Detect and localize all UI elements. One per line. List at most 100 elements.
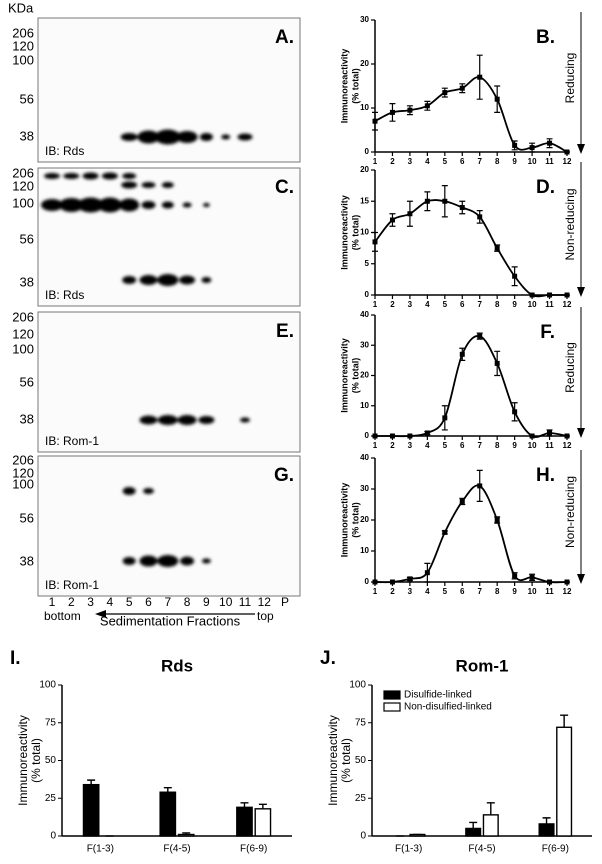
y-tick-label: 20	[360, 165, 369, 174]
panel-label: C.	[275, 177, 294, 198]
y-tick-label: 0	[360, 831, 366, 842]
band	[119, 198, 140, 212]
band	[182, 202, 192, 208]
arrow-head	[95, 610, 106, 618]
error-bar	[258, 803, 267, 809]
data-point	[529, 433, 535, 439]
bar	[254, 808, 272, 837]
band	[240, 417, 250, 423]
data-point	[494, 360, 500, 366]
ib-label: IB: Rds	[45, 288, 84, 302]
data-point	[564, 433, 570, 439]
data-point	[477, 214, 483, 220]
y-tick-label: 100	[349, 680, 366, 691]
bar	[409, 833, 426, 837]
y-axis-label: Immunoreactivity	[339, 338, 349, 413]
y-tick-label: 10	[360, 546, 369, 555]
y-tick-label: 30	[360, 484, 369, 493]
y-tick-label: 15	[360, 196, 369, 205]
band	[221, 134, 231, 140]
mw-label: 56	[20, 231, 34, 246]
lane-label: 10	[219, 595, 233, 609]
x-tick-label: 9	[512, 157, 517, 166]
legend-label: Non-disulfied-linked	[404, 702, 492, 713]
band	[177, 415, 197, 425]
panel-label: E.	[276, 321, 294, 342]
data-line	[375, 335, 568, 438]
y-tick-label: 75	[45, 717, 57, 728]
blot-bands	[122, 487, 211, 567]
band	[77, 197, 104, 213]
x-tick-label: F(1-3)	[87, 844, 114, 855]
lane-label: 9	[203, 595, 210, 609]
data-point	[372, 433, 378, 439]
mw-label: 38	[20, 274, 34, 289]
top-label: top	[257, 609, 274, 623]
band	[201, 277, 212, 283]
lane-label: 12	[258, 595, 272, 609]
data-point	[442, 90, 448, 96]
legend-label: Disulfide-linked	[404, 690, 472, 701]
band	[120, 133, 138, 141]
y-tick-label: 30	[360, 15, 369, 24]
band	[179, 275, 196, 285]
x-tick-label: 7	[478, 441, 483, 450]
data-point	[442, 198, 448, 204]
x-tick-label: 5	[443, 157, 448, 166]
x-tick-label: 2	[390, 157, 395, 166]
x-tick-label: 6	[460, 587, 465, 596]
mw-label: 100	[12, 195, 34, 210]
y-axis-label: (% total)	[350, 358, 360, 394]
blot-bands	[139, 415, 250, 425]
x-tick-label: 2	[390, 587, 395, 596]
x-tick-label: 1	[373, 441, 378, 450]
x-tick-label: 2	[390, 300, 395, 309]
band	[122, 557, 136, 565]
data-line	[374, 484, 568, 584]
condition-label: Reducing	[563, 342, 577, 393]
y-axis-label: (% total)	[350, 215, 360, 251]
data-line	[374, 199, 567, 298]
lane-label: 6	[145, 595, 152, 609]
y-tick-label: 50	[45, 755, 57, 766]
panel-label: G.	[274, 465, 294, 486]
data-point	[512, 273, 518, 279]
data-point	[389, 579, 395, 585]
legend-swatch	[383, 690, 401, 700]
data-point	[564, 149, 570, 155]
error-bar	[163, 786, 172, 793]
band	[141, 182, 156, 188]
panel-label: B.	[536, 27, 555, 48]
data-point	[459, 351, 465, 357]
data-point	[442, 415, 448, 421]
mw-label: 120	[12, 465, 34, 480]
x-tick-label: 2	[390, 441, 395, 450]
data-point	[372, 239, 378, 245]
band	[97, 197, 122, 213]
error-bar	[469, 821, 478, 829]
y-tick-label: 100	[39, 680, 56, 691]
error-bar	[542, 817, 551, 824]
y-tick-label: 10	[360, 228, 369, 237]
y-axis-label: Immunoreactivity	[16, 715, 30, 806]
y-tick-label: 30	[360, 340, 369, 349]
data-point	[424, 430, 430, 436]
data-point	[512, 142, 518, 148]
bar	[82, 783, 100, 837]
mw-label: 38	[20, 411, 34, 426]
y-axis-label: (% total)	[339, 738, 353, 783]
lane-label: P	[281, 595, 289, 609]
y-tick-label: 50	[355, 755, 367, 766]
ib-label: IB: Rds	[45, 144, 84, 158]
data-point	[424, 570, 430, 576]
x-tick-label: 4	[425, 441, 430, 450]
y-tick-label: 0	[365, 577, 370, 586]
lane-label: 2	[68, 595, 75, 609]
band	[82, 172, 99, 180]
ib-label: IB: Rom-1	[45, 578, 99, 592]
band	[180, 556, 195, 566]
lane-label: 8	[184, 595, 191, 609]
y-tick-label: 0	[365, 290, 370, 299]
band	[139, 275, 158, 285]
bar	[159, 791, 177, 837]
